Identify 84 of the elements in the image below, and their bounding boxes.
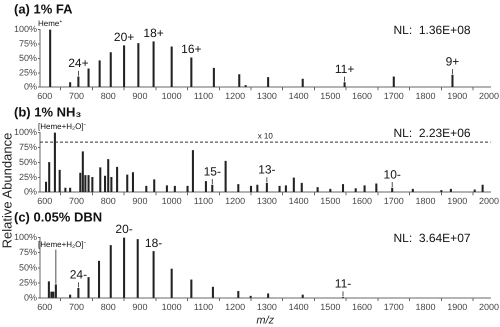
x-tick-label: 1500 xyxy=(320,196,340,206)
x-tick-label: 1400 xyxy=(288,91,309,102)
x-tick-label: 600 xyxy=(37,196,52,206)
x-tick-label: 1300 xyxy=(256,91,277,102)
y-tick-label: 0% xyxy=(24,82,37,92)
x-tick-label: 900 xyxy=(132,302,148,312)
annotation: 24+ xyxy=(68,56,89,70)
x-tick-label: 800 xyxy=(100,302,116,312)
y-tick-label: 50% xyxy=(18,262,37,272)
x-tick-label: 1400 xyxy=(288,302,309,312)
x-tick-label: 800 xyxy=(100,91,116,102)
x-tick-label: 900 xyxy=(132,196,148,206)
x-tick-label: 1300 xyxy=(256,302,277,312)
ref-line-label: x 10 xyxy=(258,131,274,140)
x-tick-label: 1000 xyxy=(162,302,182,312)
x-tick-label: 700 xyxy=(68,302,84,312)
y-axis-title: Relative Abundance xyxy=(0,132,14,248)
x-tick-label: 1900 xyxy=(447,302,468,312)
x-tick-label: 700 xyxy=(68,196,84,206)
y-tick-label: 0% xyxy=(24,292,37,302)
x-tick-label: 1600 xyxy=(352,91,372,102)
x-tick-label: 1900 xyxy=(447,196,468,206)
annotation: 20+ xyxy=(114,30,134,44)
x-tick-label: 1600 xyxy=(352,196,372,206)
annotation: 13- xyxy=(258,162,276,177)
annotation: 11- xyxy=(334,276,352,291)
x-tick-label: 2000 xyxy=(478,196,499,206)
x-tick-label: 1000 xyxy=(162,196,182,206)
annotation: 20- xyxy=(115,222,133,236)
annotation: 15- xyxy=(204,164,221,178)
x-tick-label: 1900 xyxy=(447,91,468,102)
x-tick-label: 800 xyxy=(100,196,116,206)
annotation: 9+ xyxy=(446,54,460,68)
x-tick-label: 600 xyxy=(37,91,52,102)
y-tick-label: 75% xyxy=(18,247,37,258)
x-tick-label: 1200 xyxy=(225,91,246,102)
chart-title: (c) 0.05% DBN xyxy=(14,209,102,224)
x-tick-label: 2000 xyxy=(478,302,499,312)
x-tick-label: 1600 xyxy=(352,302,372,312)
x-tick-label: 700 xyxy=(68,91,84,102)
x-tick-label: 1700 xyxy=(384,91,404,102)
y-tick-label: 75% xyxy=(18,38,37,48)
annotation: 24- xyxy=(70,268,88,282)
y-tick-label: 75% xyxy=(18,142,37,152)
annotation: Heme⁺ xyxy=(38,18,62,28)
annotation: NL: 3.64E+07 xyxy=(393,230,471,245)
chart-title: (b) 1% NH₃ xyxy=(14,104,82,120)
annotation: NL: 1.36E+08 xyxy=(393,22,471,37)
x-tick-label: 1000 xyxy=(162,91,182,102)
x-tick-label: 900 xyxy=(132,91,148,102)
y-tick-label: 0% xyxy=(24,186,37,197)
annotation: 18+ xyxy=(143,26,164,40)
x-tick-label: 1800 xyxy=(415,196,436,206)
annotation: 11+ xyxy=(334,62,354,76)
annotation: 16+ xyxy=(181,42,202,56)
annotation: [Heme+H₂O]⁻ xyxy=(38,122,87,131)
x-tick-label: 1500 xyxy=(320,302,340,312)
x-tick-label: 1100 xyxy=(194,91,214,102)
y-tick-label: 50% xyxy=(18,156,37,167)
y-tick-label: 25% xyxy=(18,172,37,182)
x-tick-label: 2000 xyxy=(478,91,499,102)
chart-title: (a) 1% FA xyxy=(14,1,74,16)
x-tick-label: 1100 xyxy=(194,196,214,206)
annotation: 18- xyxy=(144,236,162,250)
annotation: NL: 2.23E+06 xyxy=(393,126,471,140)
x-tick-label: 1500 xyxy=(320,91,340,102)
x-tick-label: 1800 xyxy=(415,91,436,102)
x-tick-label: 600 xyxy=(37,302,52,312)
x-tick-label: 1700 xyxy=(384,302,404,312)
y-tick-label: 50% xyxy=(18,52,37,63)
y-tick-label: 100% xyxy=(14,24,37,34)
x-tick-label: 1200 xyxy=(225,196,246,206)
x-tick-label: 1800 xyxy=(415,302,436,312)
y-tick-label: 100% xyxy=(14,232,37,242)
x-tick-label: 1300 xyxy=(256,196,277,206)
y-tick-label: 25% xyxy=(18,67,37,78)
x-axis-title: m/z xyxy=(256,314,275,326)
x-tick-label: 1700 xyxy=(384,196,404,206)
x-tick-label: 1400 xyxy=(288,196,309,206)
x-tick-label: 1100 xyxy=(194,302,214,312)
annotation: 10- xyxy=(384,167,401,182)
x-tick-label: 1200 xyxy=(225,302,246,312)
y-tick-label: 25% xyxy=(18,277,37,288)
y-tick-label: 100% xyxy=(14,127,37,138)
